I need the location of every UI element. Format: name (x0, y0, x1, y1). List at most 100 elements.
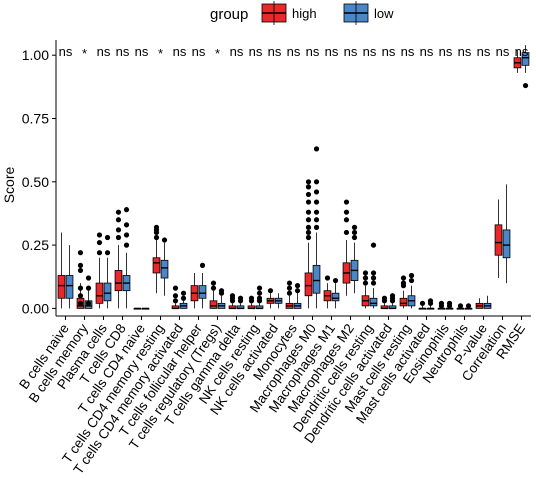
box-body (160, 259, 169, 279)
significance-label: ns (59, 44, 73, 59)
box-body (331, 292, 340, 302)
outlier-point (96, 239, 103, 246)
significance-labels: ns * ns ns ns * ns ns * ns ns ns ns ns ns ns ns ns ns ns ns n… (59, 44, 529, 61)
box-low (160, 237, 169, 296)
significance-label: ns (458, 44, 472, 59)
significance-label: ns (135, 44, 149, 59)
significance-label: ns (97, 44, 111, 59)
box-body (521, 52, 530, 66)
outlier-point (77, 262, 84, 268)
box-low (65, 245, 74, 309)
significance-label: * (158, 46, 163, 61)
box-low (407, 272, 416, 309)
outlier-point (267, 288, 274, 294)
outlier-point (123, 242, 130, 248)
outlier-point (457, 303, 464, 309)
legend-entry-low: low (343, 1, 394, 25)
outlier-point (180, 290, 187, 296)
outlier-point (77, 250, 84, 256)
y-tick-label: 0.50 (22, 174, 49, 190)
box-high (342, 199, 351, 296)
legend-label-low: low (374, 6, 394, 21)
box-high (57, 232, 66, 309)
outlier-point (153, 224, 160, 230)
box-low (521, 45, 530, 89)
legend-label-high: high (292, 6, 317, 21)
outlier-point (408, 277, 415, 284)
significance-label: ns (268, 44, 282, 59)
outlier-point (77, 285, 84, 291)
significance-label: ns (363, 44, 377, 59)
box-high (114, 209, 123, 309)
box-body (304, 272, 313, 297)
significance-label: * (215, 46, 220, 61)
outlier-point (286, 290, 293, 296)
outlier-point (96, 232, 103, 238)
outlier-point (305, 199, 312, 205)
outlier-point (343, 217, 350, 223)
box-body (95, 282, 104, 304)
box-high (247, 295, 256, 310)
outlier-point (115, 227, 122, 233)
outlier-point (229, 293, 236, 299)
significance-label: ns (515, 44, 529, 59)
box-high (266, 288, 275, 309)
outlier-point (370, 242, 377, 248)
outlier-point (343, 199, 350, 205)
y-tick-label: 1.00 (22, 47, 49, 63)
box-high (285, 280, 294, 309)
box-body (399, 297, 408, 307)
outlier-point (370, 280, 377, 286)
significance-label: ns (325, 44, 339, 59)
outlier-point (465, 303, 472, 309)
outlier-point (294, 283, 301, 289)
box-body (312, 264, 321, 294)
outlier-point (85, 300, 92, 306)
legend-entry-high: high (261, 1, 317, 25)
box-low (255, 285, 264, 310)
outlier-point (419, 300, 426, 306)
outlier-point (400, 275, 407, 281)
y-tick-label: 0.75 (22, 110, 49, 126)
box-low (236, 295, 245, 310)
significance-label: ns (477, 44, 491, 59)
outlier-point (438, 300, 445, 306)
outlier-point (210, 280, 217, 286)
outlier-point (313, 199, 320, 205)
outlier-point (381, 295, 388, 301)
outlier-point (408, 272, 415, 279)
outlier-point (286, 285, 293, 291)
box-low (388, 293, 397, 310)
outlier-point (351, 224, 358, 230)
box-body (152, 257, 161, 274)
outlier-point (172, 285, 179, 291)
legend: group high low (210, 1, 394, 25)
box-high (418, 300, 427, 310)
outlier-point (180, 295, 187, 301)
box-body (114, 270, 123, 292)
outlier-point (313, 189, 320, 195)
box-high (456, 303, 465, 310)
outlier-point (96, 250, 103, 256)
outlier-point (294, 288, 301, 294)
outlier-point (370, 275, 377, 281)
box-high (437, 300, 446, 310)
box-high (475, 298, 484, 309)
outlier-point (77, 267, 84, 274)
significance-label: ns (287, 44, 301, 59)
outlier-point (104, 250, 111, 256)
box-body (65, 275, 74, 299)
y-tick-label: 0.00 (22, 300, 49, 316)
outlier-point (324, 275, 331, 281)
y-tick-label: 0.25 (22, 237, 49, 253)
outlier-point (115, 209, 122, 215)
outlier-point (362, 275, 369, 281)
box-low (217, 288, 226, 309)
outlier-point (77, 300, 84, 306)
outlier-point (104, 234, 111, 241)
outlier-point (362, 280, 369, 286)
box-low (350, 224, 359, 294)
outlier-point (370, 270, 377, 276)
